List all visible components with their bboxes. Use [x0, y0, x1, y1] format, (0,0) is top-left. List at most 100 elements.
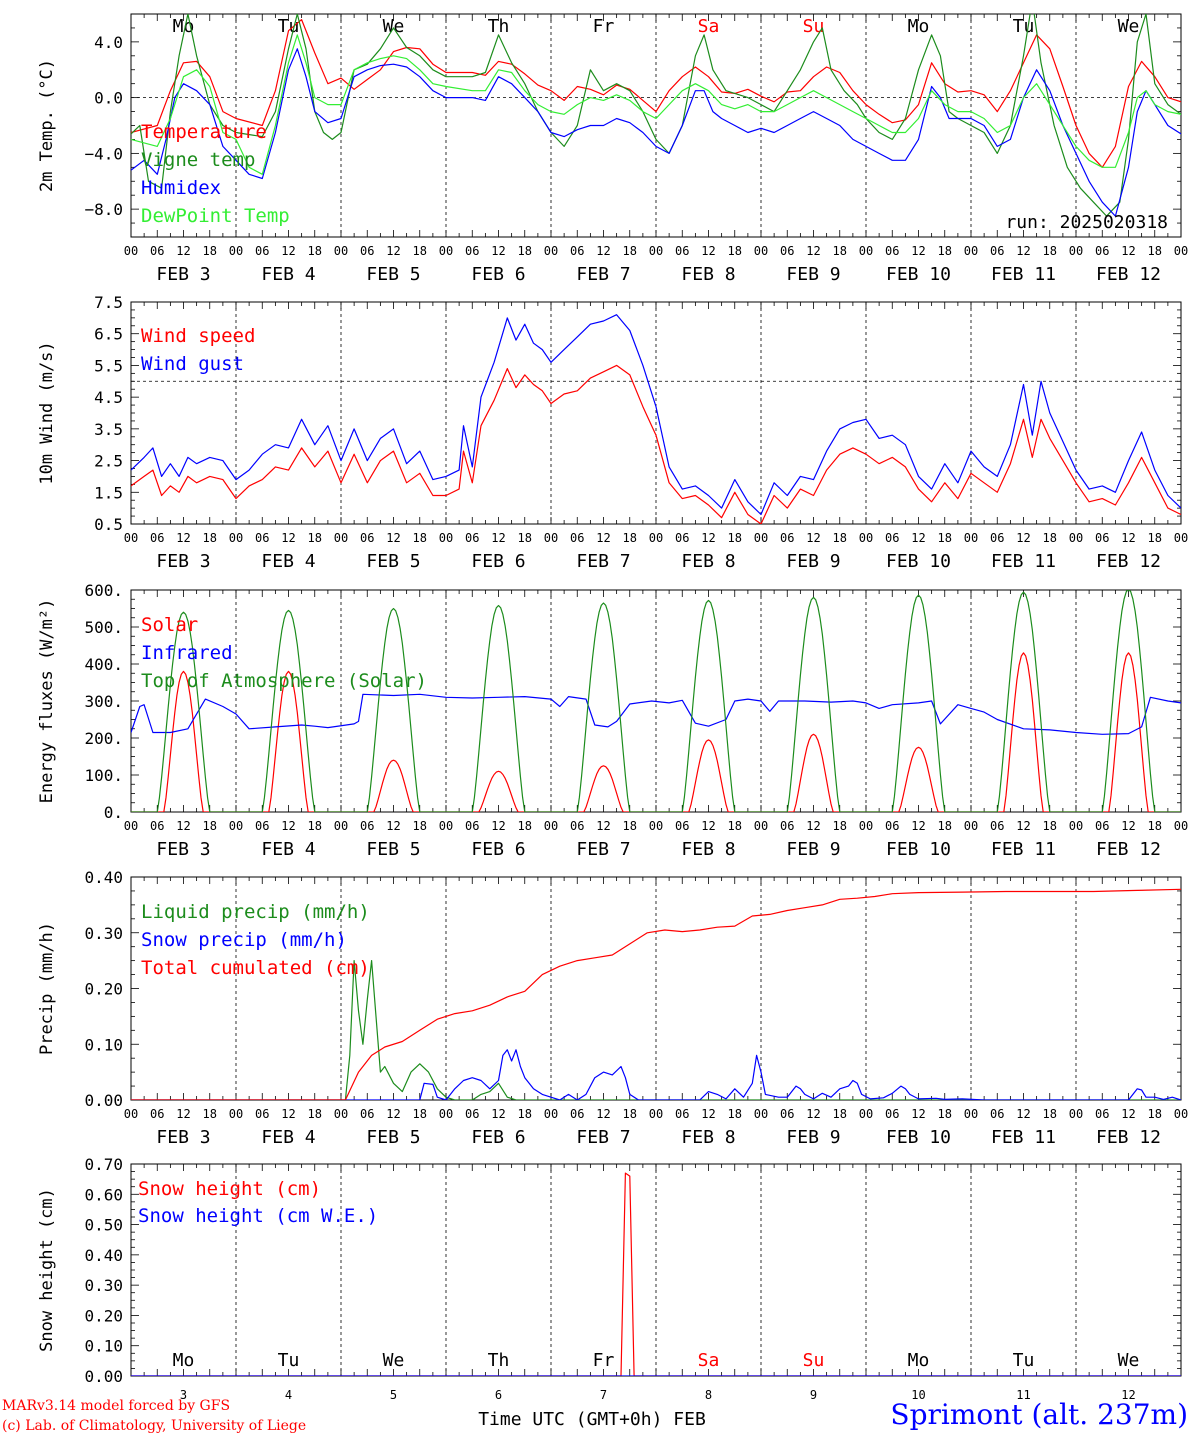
date-label: FEB 9: [786, 1127, 840, 1148]
hour-tick-label: 00: [1069, 819, 1083, 833]
legend-entry: Top of Atmosphere (Solar): [141, 670, 427, 692]
y-tick-label: 0.0: [94, 89, 123, 108]
series-line-humidex: [131, 48, 1181, 217]
hour-tick-label: 18: [1148, 819, 1162, 833]
hour-tick-label: 18: [938, 819, 952, 833]
date-label: FEB 5: [366, 551, 420, 572]
hour-tick-label: 18: [833, 244, 847, 258]
hour-tick-label: 06: [885, 1107, 899, 1121]
weekday-label: Th: [488, 1350, 510, 1371]
hour-tick-label: 06: [465, 1107, 479, 1121]
hour-tick-label: 00: [754, 244, 768, 258]
hour-tick-label: 18: [623, 244, 637, 258]
y-tick-label: 0.50: [84, 1216, 123, 1235]
date-label: FEB 6: [471, 1127, 525, 1148]
hour-tick-label: 00: [334, 244, 348, 258]
hour-tick-label: 06: [465, 244, 479, 258]
y-tick-label: 0.20: [84, 1306, 123, 1325]
day-number-label: 4: [285, 1388, 292, 1402]
hour-tick-label: 06: [255, 819, 269, 833]
hour-tick-label: 06: [465, 531, 479, 545]
hour-tick-label: 18: [413, 244, 427, 258]
hour-tick-label: 12: [386, 244, 400, 258]
hour-tick-label: 12: [1121, 531, 1135, 545]
hour-tick-label: 12: [911, 531, 925, 545]
hour-tick-label: 00: [964, 1107, 978, 1121]
hour-tick-label: 06: [990, 1107, 1004, 1121]
hour-tick-label: 12: [911, 819, 925, 833]
hour-tick-label: 06: [1095, 531, 1109, 545]
hour-tick-label: 12: [281, 1107, 295, 1121]
date-label: FEB 7: [576, 839, 630, 860]
hour-tick-label: 18: [413, 1107, 427, 1121]
y-tick-label: 400.: [84, 655, 123, 674]
date-label: FEB 11: [991, 1127, 1056, 1148]
hour-tick-label: 12: [386, 531, 400, 545]
hour-tick-label: 18: [203, 819, 217, 833]
legend-entry: Vigne temp: [141, 149, 255, 171]
model-credit: MARv3.14 model forced by GFS: [2, 1398, 231, 1414]
panel-4: 0.00 0.10 0.20 0.30 0.40 Precip (mm/h) 00 06 12 1…: [37, 868, 1188, 1148]
hour-tick-label: 00: [124, 531, 138, 545]
hour-tick-label: 12: [176, 1107, 190, 1121]
date-label: FEB 11: [991, 551, 1056, 572]
hour-tick-label: 18: [308, 531, 322, 545]
series-line-snow-height-cm-: [131, 1172, 1181, 1376]
y-tick-label: 500.: [84, 618, 123, 637]
series-group: [131, 14, 1181, 217]
hour-tick-label: 00: [334, 1107, 348, 1121]
date-label: FEB 12: [1096, 1127, 1161, 1148]
hour-tick-label: 00: [964, 244, 978, 258]
hour-tick-label: 18: [728, 531, 742, 545]
hour-tick-label: 06: [360, 244, 374, 258]
date-label: FEB 10: [886, 551, 951, 572]
y-tick-label: 0.00: [84, 1367, 123, 1386]
hour-tick-label: 00: [754, 531, 768, 545]
hour-tick-label: 00: [439, 531, 453, 545]
hour-tick-label: 00: [124, 244, 138, 258]
panel-2: 0.5 1.5 2.5 3.5 4.5 5.5 6.5 7.5 10m Wind (m/s) 00…: [37, 293, 1188, 572]
weekday-label: We: [1118, 16, 1140, 37]
legend-entry: Liquid precip (mm/h): [141, 901, 370, 923]
hour-tick-label: 12: [596, 1107, 610, 1121]
series-line-liquid-precip-mm-h-: [131, 959, 1181, 1100]
hour-tick-label: 12: [596, 244, 610, 258]
date-label: FEB 3: [156, 1127, 210, 1148]
panel-3: 0. 100. 200. 300. 400. 500. 600. Energy fluxes …: [37, 581, 1188, 860]
y-tick-label: 1.5: [94, 483, 123, 502]
series-line-top-of-atmosphere-solar-: [131, 590, 1181, 812]
hour-tick-label: 06: [255, 244, 269, 258]
series-line-dewpoint-temp: [131, 34, 1181, 175]
hour-tick-label: 00: [334, 819, 348, 833]
series-line-snow-precip-mm-h-: [131, 1049, 1181, 1100]
y-axis-label: Energy fluxes (W/m²): [37, 599, 57, 804]
y-tick-label: 4.5: [94, 388, 123, 407]
hour-tick-label: 18: [413, 531, 427, 545]
hour-tick-label: 12: [1016, 531, 1030, 545]
hour-tick-label: 00: [649, 1107, 663, 1121]
hour-tick-label: 06: [1095, 1107, 1109, 1121]
panel-1: −8.0 −4.0 0.0 4.0 2m Temp. (°C) 00 06 12 18 00 06 1…: [37, 13, 1188, 285]
hour-tick-label: 00: [859, 531, 873, 545]
date-label: FEB 11: [991, 839, 1056, 860]
date-label: FEB 3: [156, 264, 210, 285]
hour-tick-label: 00: [964, 531, 978, 545]
hour-tick-label: 18: [938, 531, 952, 545]
date-label: FEB 11: [991, 264, 1056, 285]
hour-tick-label: 12: [806, 244, 820, 258]
hour-tick-label: 12: [596, 531, 610, 545]
hour-tick-label: 18: [203, 244, 217, 258]
legend-entry: Total cumulated (cm): [141, 957, 370, 979]
hour-tick-label: 00: [649, 244, 663, 258]
date-label: FEB 10: [886, 839, 951, 860]
weekday-label: Su: [803, 1350, 825, 1371]
weekday-label: Th: [488, 16, 510, 37]
y-tick-label: 0.10: [84, 1337, 123, 1356]
date-label: FEB 7: [576, 264, 630, 285]
y-tick-label: 100.: [84, 766, 123, 785]
legend-entry: Snow height (cm W.E.): [138, 1205, 378, 1227]
series-group: [131, 314, 1181, 524]
y-tick-label: 0.40: [84, 868, 123, 887]
weekday-label: Tu: [1013, 16, 1035, 37]
